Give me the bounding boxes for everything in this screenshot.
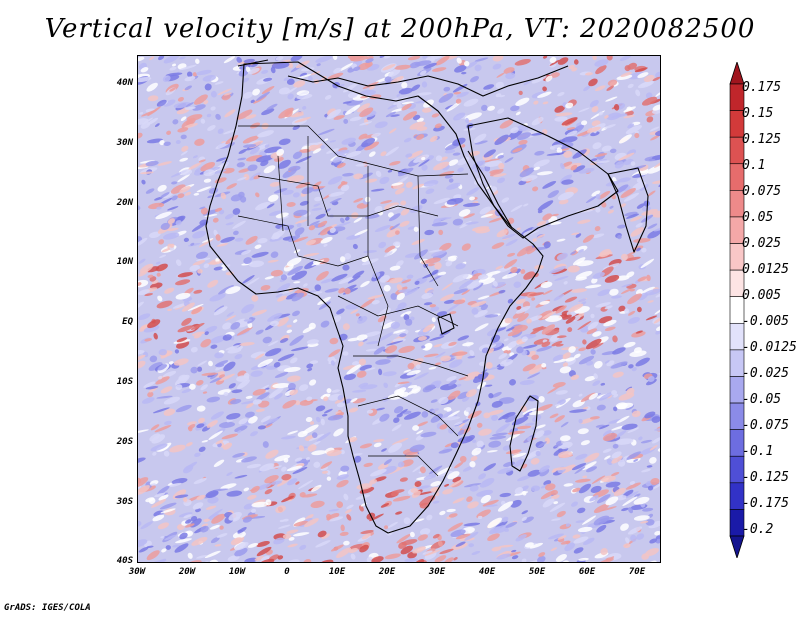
- velocity-field: [138, 56, 660, 562]
- map-panel: [137, 55, 661, 563]
- country-borders: [237, 125, 469, 477]
- colorbar-label: -0.1: [742, 444, 774, 459]
- colorbar: [729, 62, 745, 558]
- colorbar-label: 0.0125: [742, 262, 789, 277]
- colorbar-label: -0.2: [742, 522, 774, 537]
- colorbar-label: 0.15: [742, 106, 774, 121]
- europe-coastline: [237, 59, 569, 97]
- red-sea-coast: [467, 150, 513, 229]
- lat-label-30s: 30S: [116, 497, 133, 507]
- africa-coastline: [205, 61, 544, 534]
- colorbar-label: -0.005: [742, 314, 789, 329]
- colorbar-label: -0.075: [742, 418, 789, 433]
- colorbar-label: 0.005: [742, 288, 782, 303]
- india-coastline: [607, 167, 649, 253]
- map-title: Vertical velocity [m/s] at 200hPa, VT: 2…: [44, 14, 756, 44]
- colorbar-bottom-arrow: [729, 535, 745, 558]
- velocity-field-map: [138, 56, 660, 562]
- lat-label-20n: 20N: [116, 198, 133, 208]
- arabia-coastline: [467, 117, 619, 239]
- colorbar-label: 0.025: [742, 236, 782, 251]
- lon-label-10e: 10E: [328, 567, 346, 577]
- colorbar-label: -0.125: [742, 470, 789, 485]
- lon-label-20e: 20E: [378, 567, 396, 577]
- lon-label-30w: 30W: [128, 567, 146, 577]
- lat-label-10n: 10N: [116, 257, 133, 267]
- colorbar-label: -0.175: [742, 496, 789, 511]
- lon-label-30e: 30E: [428, 567, 446, 577]
- footer-credit: GrADS: IGES/COLA: [4, 603, 91, 613]
- lon-label-0: 0: [284, 567, 290, 577]
- colorbar-label: -0.0125: [742, 340, 797, 355]
- colorbar-label: 0.05: [742, 210, 774, 225]
- colorbar-label: 0.175: [742, 80, 782, 95]
- colorbar-label: -0.05: [742, 392, 782, 407]
- lat-label-40s: 40S: [116, 556, 133, 566]
- colorbar-label: 0.125: [742, 132, 782, 147]
- lat-label-40n: 40N: [116, 78, 133, 88]
- lat-label-20s: 20S: [116, 437, 133, 447]
- lon-label-60e: 60E: [578, 567, 596, 577]
- colorbar-label: 0.075: [742, 184, 782, 199]
- lon-label-20w: 20W: [178, 567, 196, 577]
- lat-label-eq: EQ: [122, 317, 133, 327]
- madagascar-coastline: [509, 395, 539, 472]
- lon-label-10w: 10W: [228, 567, 246, 577]
- lat-label-30n: 30N: [116, 138, 133, 148]
- lat-label-10s: 10S: [116, 377, 133, 387]
- coastlines: [205, 59, 649, 534]
- lake-victoria: [437, 313, 455, 335]
- colorbar-label: -0.025: [742, 366, 789, 381]
- lon-label-70e: 70E: [628, 567, 646, 577]
- lon-label-50e: 50E: [528, 567, 546, 577]
- lon-label-40e: 40E: [478, 567, 496, 577]
- colorbar-label: 0.1: [742, 158, 766, 173]
